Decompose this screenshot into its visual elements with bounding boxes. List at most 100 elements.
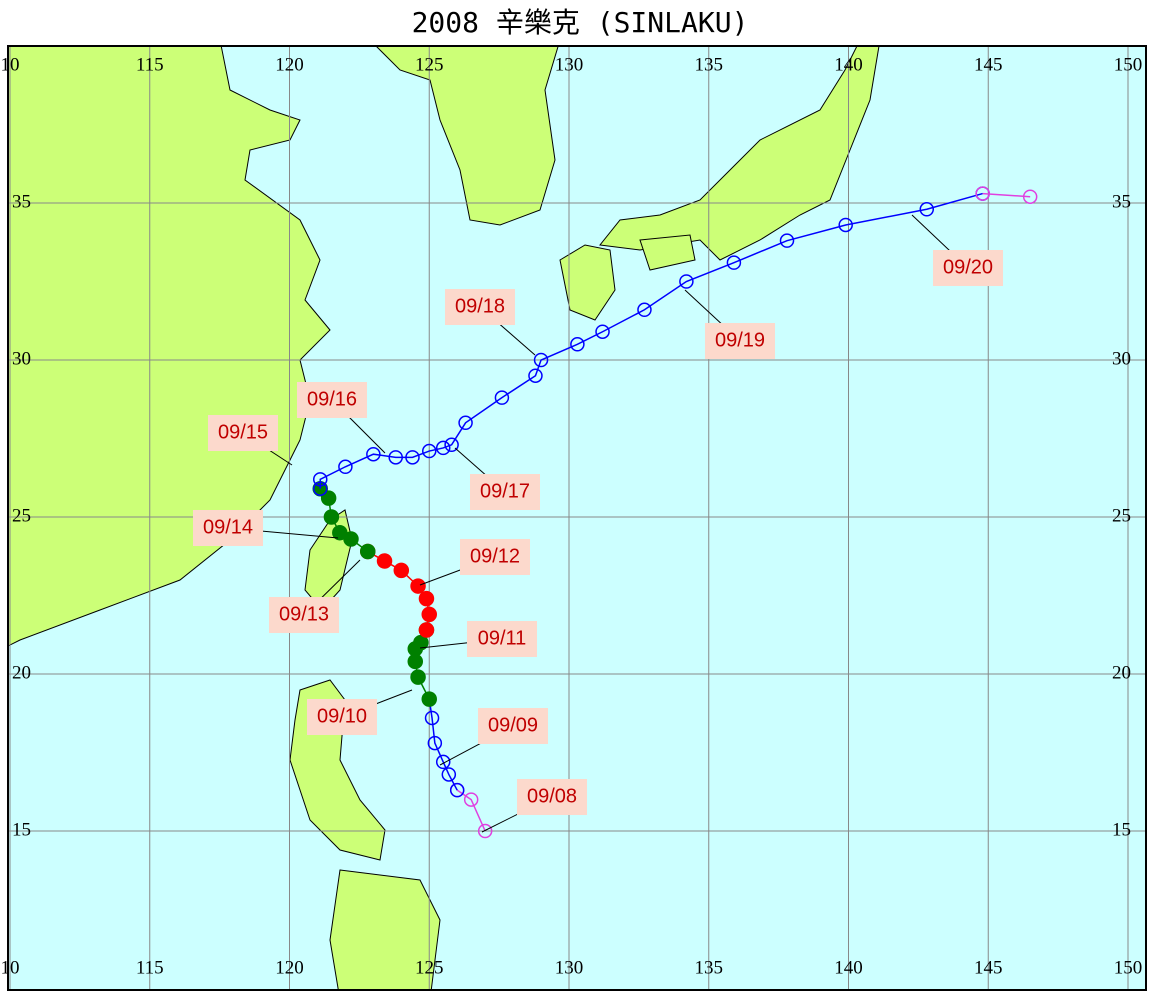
label-box xyxy=(297,382,367,418)
date-label: 09/18 xyxy=(455,295,505,317)
y-tick-label: 15 xyxy=(1112,819,1131,840)
x-tick-label: 150 xyxy=(1114,54,1143,75)
date-label: 09/09 xyxy=(488,714,538,736)
map-title: 2008 辛樂克 (SINLAKU) xyxy=(412,6,749,39)
track-point xyxy=(919,202,935,217)
honshu xyxy=(599,46,880,261)
x-tick-label: 150 xyxy=(1114,957,1143,978)
date-label: 09/16 xyxy=(307,388,357,410)
track-point xyxy=(533,352,549,368)
track-point xyxy=(323,509,340,525)
track-line xyxy=(428,699,458,791)
track-point xyxy=(494,390,510,405)
track-point xyxy=(435,440,451,456)
y-tick-label: 20 xyxy=(1112,662,1131,683)
track-point xyxy=(312,481,328,496)
track-point xyxy=(421,691,437,707)
x-tick-label: 135 xyxy=(695,54,724,75)
x-tick-label: 125 xyxy=(415,957,444,978)
x-tick-label: 125 xyxy=(415,54,444,75)
track-line xyxy=(456,789,486,832)
track-point xyxy=(422,443,437,459)
x-tick-label: 115 xyxy=(136,54,164,75)
date-label: 09/14 xyxy=(203,516,253,538)
track-point xyxy=(458,415,473,431)
track-point xyxy=(441,767,457,782)
x-tick-label: 10 xyxy=(1,54,20,75)
x-tick-label: 145 xyxy=(974,54,1003,75)
track-point xyxy=(726,255,742,270)
label-box xyxy=(460,539,530,575)
track-point xyxy=(424,710,440,726)
track-point xyxy=(410,669,426,685)
track-point xyxy=(360,543,376,560)
track-point xyxy=(838,217,853,233)
label-box xyxy=(517,779,587,815)
date-label: 09/10 xyxy=(317,705,367,727)
date-labels: 09/08 09/09 09/10 09/11 09/12 09/13 09/14 09/15… xyxy=(193,214,1003,833)
track-point xyxy=(477,823,493,839)
track xyxy=(312,186,1038,839)
date-label: 09/12 xyxy=(470,545,520,567)
track-point xyxy=(410,578,426,594)
track-point xyxy=(435,754,451,770)
track-line xyxy=(982,192,1031,198)
label-box xyxy=(470,474,540,510)
track-point xyxy=(528,368,543,383)
label-box xyxy=(705,323,775,359)
shikoku xyxy=(639,234,696,271)
y-tick-label: 35 xyxy=(12,191,31,212)
track-point xyxy=(413,634,429,651)
track-point xyxy=(449,782,465,798)
x-tick-label: 140 xyxy=(834,957,863,978)
date-label: 09/20 xyxy=(943,256,993,278)
korea xyxy=(375,46,559,226)
x-tick-label: 130 xyxy=(555,54,584,75)
label-box xyxy=(445,289,515,325)
track-point xyxy=(376,553,393,569)
x-tick-label: 140 xyxy=(834,54,863,75)
y-tick-label: 35 xyxy=(1112,191,1131,212)
x-tick-label: 10 xyxy=(1,957,20,978)
x-tick-label: 120 xyxy=(275,54,304,75)
track-point xyxy=(975,186,990,201)
track-point xyxy=(679,274,694,289)
y-tick-label: 25 xyxy=(12,505,31,526)
x-tick-label: 115 xyxy=(136,957,164,978)
date-label: 09/13 xyxy=(279,603,329,625)
track-point xyxy=(312,472,328,487)
x-tick-label: 145 xyxy=(974,957,1003,978)
track-point xyxy=(366,446,381,462)
x-tick-label: 130 xyxy=(555,957,584,978)
label-box xyxy=(478,708,548,744)
y-tick-label: 30 xyxy=(12,348,31,369)
x-tick-label: 135 xyxy=(695,957,724,978)
track-point xyxy=(637,302,652,318)
date-label: 09/19 xyxy=(715,329,765,351)
date-label: 09/15 xyxy=(218,421,268,443)
track-point xyxy=(393,562,410,579)
track-point xyxy=(332,524,348,541)
kyushu xyxy=(559,244,616,321)
track-point xyxy=(444,437,459,453)
y-tick-label: 30 xyxy=(1112,348,1131,369)
y-tick-label: 25 xyxy=(1112,505,1131,526)
x-tick-label: 120 xyxy=(275,957,304,978)
track-point xyxy=(338,459,353,475)
track-point xyxy=(418,622,435,638)
track-point xyxy=(418,590,435,607)
label-box xyxy=(933,250,1003,286)
track-point xyxy=(1022,189,1038,204)
y-tick-label: 15 xyxy=(12,819,31,840)
track-point xyxy=(595,324,610,339)
date-label: 09/08 xyxy=(527,785,577,807)
date-label: 09/17 xyxy=(480,480,530,502)
track-line xyxy=(319,192,983,489)
label-box xyxy=(269,597,339,633)
label-box xyxy=(193,510,263,546)
track-point xyxy=(388,450,403,465)
tick-labels: 10 10 115 115 120 120 125 125 130 130 135 135 140 140… xyxy=(1,54,1143,978)
